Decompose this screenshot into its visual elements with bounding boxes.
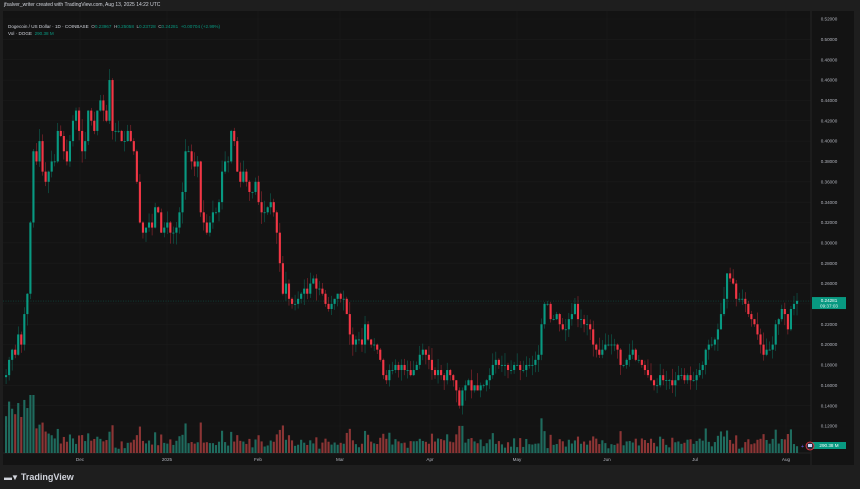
tradingview-logo[interactable]: ▬▼ TradingView — [4, 472, 74, 482]
time-axis-label: Apr — [426, 457, 434, 462]
price-axis-label: 0.14000 — [821, 403, 838, 408]
high-value: 0.25058 — [117, 24, 134, 29]
time-axis-label: Mar — [336, 457, 344, 462]
price-axis-label: 0.44000 — [821, 98, 838, 103]
price-axis-label: 0.50000 — [821, 37, 838, 42]
price-axis-label: 0.40000 — [821, 139, 838, 144]
price-axis-label: 0.34000 — [821, 200, 838, 205]
close-value: 0.24281 — [161, 24, 179, 29]
price-axis-label: 0.12000 — [821, 424, 838, 429]
candles — [5, 69, 799, 415]
brand-name: TradingView — [20, 472, 74, 482]
symbol-legend: Dogecoin / US Dollar · 1D · COINBASE O0.… — [8, 23, 220, 37]
attribution-text: jfsalver_writer created with TradingView… — [4, 2, 161, 8]
symbol-name[interactable]: Dogecoin / US Dollar · 1D · COINBASE — [8, 24, 89, 29]
chart-pane[interactable]: 0.52000 0.50000 0.48000 0.46000 0.44000 0.420… — [3, 11, 854, 465]
time-axis-label: May — [513, 457, 522, 462]
price-axis-label: 0.48000 — [821, 57, 838, 62]
last-price-value: 0.24281 — [821, 298, 838, 303]
svg-text:290.38 M: 290.38 M — [819, 443, 838, 448]
volume-tag: 290.38 M — [812, 442, 846, 449]
time-axis-label: 2025 — [162, 457, 173, 462]
volume-legend-row: Vol · DOGE 290.38 M — [8, 30, 220, 37]
event-flag-icon[interactable]: + — [801, 441, 815, 451]
open-value: 0.23967 — [94, 24, 112, 29]
change-value: +0.00704 (+2.99%) — [180, 24, 221, 29]
time-axis-label: Dec — [76, 457, 85, 462]
time-axis-label: Feb — [254, 457, 262, 462]
time-axis-label: Jun — [603, 457, 611, 462]
price-axis-label: 0.46000 — [821, 78, 838, 83]
ohlc-legend-row: Dogecoin / US Dollar · 1D · COINBASE O0.… — [8, 24, 221, 29]
footer — [0, 465, 860, 489]
price-axis-label: 0.30000 — [821, 240, 838, 245]
price-axis-label: 0.32000 — [821, 220, 838, 225]
volume-label[interactable]: Vol · DOGE — [8, 31, 32, 36]
time-axis-label: Aug — [782, 457, 791, 462]
time-axis-label: Jul — [692, 457, 698, 462]
low-value: 0.23728 — [139, 24, 156, 29]
volume-bars — [5, 395, 799, 453]
right-edge — [854, 11, 860, 465]
price-axis-label: 0.28000 — [821, 261, 838, 266]
price-axis-label: 0.36000 — [821, 179, 838, 184]
price-axis-label: 0.52000 — [821, 17, 838, 22]
price-axis-label: 0.22000 — [821, 322, 838, 327]
price-axis-label: 0.20000 — [821, 342, 838, 347]
volume-value: 290.38 M — [34, 31, 54, 36]
price-axis-label: 0.26000 — [821, 281, 838, 286]
candlestick-chart[interactable]: 0.52000 0.50000 0.48000 0.46000 0.44000 0.420… — [3, 11, 854, 465]
attribution-bar: jfsalver_writer created with TradingView… — [0, 0, 860, 11]
price-axis-label: 0.16000 — [821, 383, 838, 388]
price-axis-label: 0.42000 — [821, 118, 838, 123]
price-axis-label: 0.18000 — [821, 363, 838, 368]
svg-text:+: + — [801, 444, 804, 450]
price-axis-label: 0.38000 — [821, 159, 838, 164]
tradingview-mark-icon: ▬▼ — [4, 472, 19, 482]
bar-countdown: 09:37:03 — [820, 304, 838, 309]
